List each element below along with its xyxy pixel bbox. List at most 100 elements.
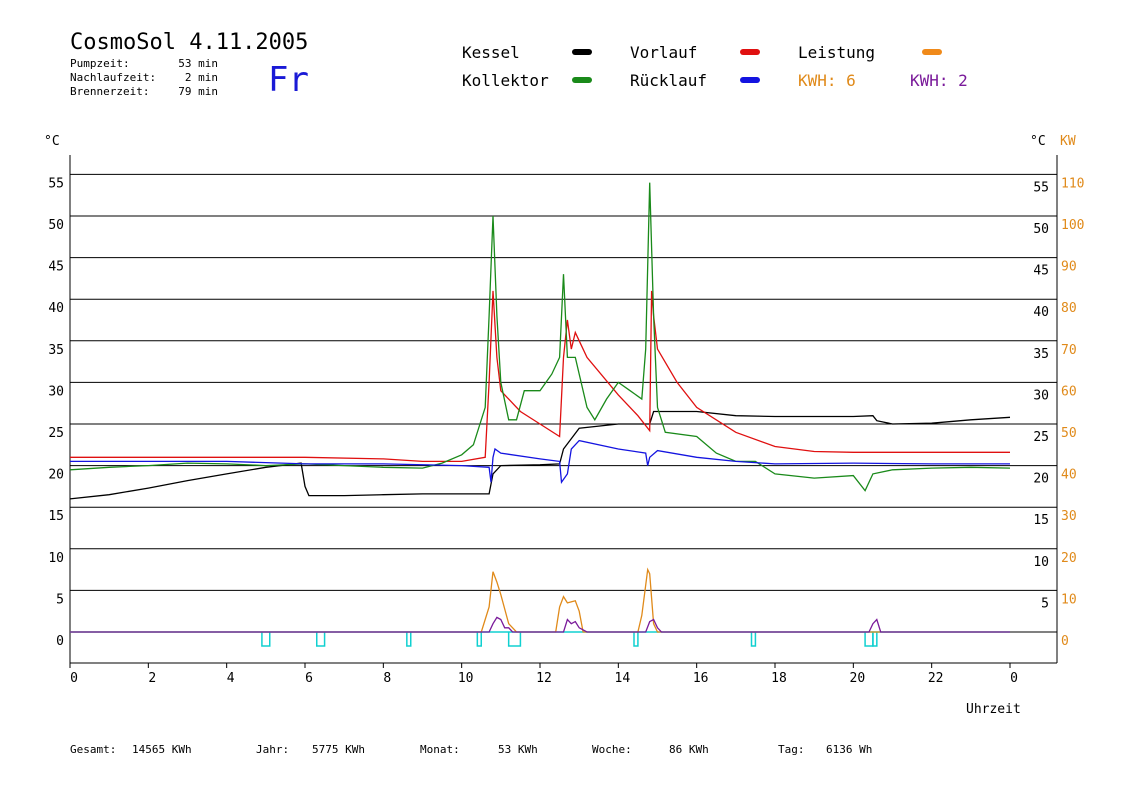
kw-tick-label: 0: [1061, 634, 1069, 649]
pump-pulse: [476, 632, 482, 647]
legend-kwh2-label: KWH: 2: [910, 71, 968, 90]
kw-tick-label: 80: [1061, 301, 1077, 316]
kw-tick-label: 10: [1061, 592, 1077, 607]
legend-kessel-swatch: [572, 49, 592, 55]
pump-pulse: [406, 632, 412, 647]
series-line-vorlauf: [70, 290, 1010, 463]
kw-axis-unit: KW: [1060, 134, 1076, 149]
series-line-kwh-6: [70, 567, 1010, 633]
kw-tick-label: 110: [1061, 176, 1084, 191]
info-nachlaufzeit: Nachlaufzeit: 2 min: [70, 71, 218, 84]
right-axis-unit: °C: [1030, 134, 1046, 149]
info-value: 2 min: [184, 71, 218, 84]
y-tick-label-left: 30: [48, 384, 64, 399]
info-pumpzeit: Pumpzeit: 53 min: [70, 57, 218, 70]
y-tick-label-left: 35: [48, 343, 64, 358]
y-tick-label-right: 20: [1033, 472, 1049, 487]
pump-pulse: [633, 632, 639, 647]
y-tick-label-right: 15: [1033, 513, 1049, 528]
x-tick-label: 6: [305, 671, 313, 686]
kw-tick-label: 70: [1061, 343, 1077, 358]
y-tick-label-right: 10: [1033, 555, 1049, 570]
footer-jahr-label: Jahr:: [256, 743, 290, 756]
y-tick-label-left: 45: [48, 260, 64, 275]
x-tick-label: 16: [693, 671, 709, 686]
y-tick-label-right: 55: [1033, 180, 1049, 195]
y-tick-label-right: 30: [1033, 388, 1049, 403]
y-tick-label-left: 5: [56, 592, 64, 607]
x-tick-label: 20: [850, 671, 866, 686]
legend-ruecklauf-label: Rücklauf: [630, 71, 708, 90]
y-tick-label-left: 10: [48, 551, 64, 566]
y-tick-label-left: 15: [48, 509, 64, 524]
x-axis-label: Uhrzeit: [966, 702, 1021, 717]
x-tick-label: 10: [458, 671, 474, 686]
footer-woche-value: 86 KWh: [669, 743, 709, 756]
info-label: Pumpzeit:: [70, 57, 130, 70]
footer-monat-label: Monat:: [420, 743, 460, 756]
info-value: 79 min: [178, 85, 218, 98]
series-line-kollektor: [69, 182, 1011, 492]
pump-pulse: [864, 632, 874, 647]
y-tick-label-right: 50: [1033, 222, 1049, 237]
pump-pulse: [507, 632, 522, 647]
y-tick-label-left: 0: [56, 634, 64, 649]
footer-gesamt-label: Gesamt:: [70, 743, 117, 756]
info-label: Nachlaufzeit:: [70, 71, 157, 84]
x-tick-label: 0: [70, 671, 78, 686]
legend-vorlauf-swatch: [740, 49, 760, 55]
y-tick-label-right: 40: [1033, 305, 1049, 320]
info-value: 53 min: [178, 57, 218, 70]
y-tick-label-left: 25: [48, 426, 64, 441]
legend-leistung-label: Leistung: [798, 43, 876, 62]
y-tick-label-right: 35: [1033, 347, 1049, 362]
footer-woche-label: Woche:: [592, 743, 632, 756]
info-label: Brennerzeit:: [70, 85, 150, 98]
y-tick-label-left: 40: [48, 301, 64, 316]
legend-leistung-swatch: [922, 49, 942, 55]
left-axis-unit: °C: [44, 134, 60, 149]
x-tick-label: 12: [536, 671, 552, 686]
weekday-label: Fr: [268, 60, 309, 100]
series-line-r-cklauf: [70, 439, 1010, 485]
series-line-kwh-2: [70, 616, 1010, 633]
y-tick-label-right: 5: [1041, 596, 1049, 611]
kw-tick-label: 90: [1061, 260, 1077, 275]
legend-vorlauf-label: Vorlauf: [630, 43, 698, 62]
kw-tick-label: 50: [1061, 426, 1077, 441]
legend-kollektor-swatch: [572, 77, 592, 83]
y-tick-label-left: 55: [48, 176, 64, 191]
x-tick-label: 14: [615, 671, 631, 686]
kw-tick-label: 60: [1061, 384, 1077, 399]
legend-kessel-label: Kessel: [462, 43, 520, 62]
kw-tick-label: 20: [1061, 551, 1077, 566]
x-tick-label: 0: [1010, 671, 1018, 686]
pump-pulse: [750, 632, 757, 647]
x-tick-label: 4: [227, 671, 235, 686]
kw-tick-label: 100: [1061, 218, 1084, 233]
kw-tick-label: 40: [1061, 468, 1077, 483]
y-tick-label-right: 45: [1033, 264, 1049, 279]
pump-pulse: [872, 632, 878, 647]
footer-tag-value: 6136 Wh: [826, 743, 873, 756]
kw-tick-label: 30: [1061, 509, 1077, 524]
legend-kwh1-label: KWH: 6: [798, 71, 856, 90]
x-tick-label: 8: [383, 671, 391, 686]
x-tick-label: 22: [928, 671, 944, 686]
pump-pulse: [261, 632, 271, 647]
legend-kollektor-label: Kollektor: [462, 71, 549, 90]
pump-pulse: [316, 632, 326, 647]
x-tick-label: 2: [148, 671, 156, 686]
footer-tag-label: Tag:: [778, 743, 805, 756]
footer-gesamt-value: 14565 KWh: [132, 743, 192, 756]
y-tick-label-right: 25: [1033, 430, 1049, 445]
chart-title: CosmoSol 4.11.2005: [70, 30, 309, 55]
y-tick-label-left: 50: [48, 218, 64, 233]
x-tick-label: 18: [771, 671, 787, 686]
info-brennerzeit: Brennerzeit: 79 min: [70, 85, 218, 98]
footer-monat-value: 53 KWh: [498, 743, 538, 756]
y-tick-label-left: 20: [48, 468, 64, 483]
legend-ruecklauf-swatch: [740, 77, 760, 83]
footer-jahr-value: 5775 KWh: [312, 743, 365, 756]
